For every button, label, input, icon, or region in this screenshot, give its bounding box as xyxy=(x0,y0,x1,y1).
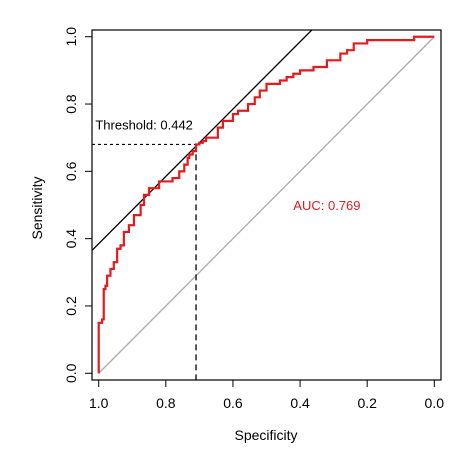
auc-label: AUC: 0.769 xyxy=(293,198,360,213)
y-tick-label-2: 0.4 xyxy=(63,229,79,249)
y-tick-label-5: 1.0 xyxy=(63,27,79,47)
y-tick-label-3: 0.6 xyxy=(63,161,79,181)
threshold-label: Threshold: 0.442 xyxy=(95,117,193,132)
x-tick-label-0: 1.0 xyxy=(89,395,109,411)
reference-diagonal-line xyxy=(98,36,435,374)
x-tick-label-4: 0.2 xyxy=(357,395,377,411)
plot-lines xyxy=(92,30,435,380)
x-axis-title: Specificity xyxy=(234,427,297,443)
x-tick-label-1: 0.8 xyxy=(156,395,176,411)
x-tick-label-2: 0.6 xyxy=(223,395,243,411)
y-axis-title: Sensitivity xyxy=(29,176,45,239)
x-tick-label-5: 0.0 xyxy=(425,395,445,411)
x-tick-label-3: 0.4 xyxy=(290,395,310,411)
roc-curve-series-0 xyxy=(97,35,435,374)
y-tick-label-4: 0.8 xyxy=(63,94,79,114)
y-tick-label-0: 0.0 xyxy=(63,363,79,383)
y-tick-label-1: 0.2 xyxy=(63,296,79,316)
plot-area: 1.0 0.8 0.6 0.4 0.2 0.0 0.0 0.2 0.4 0.6 0.8 1.0 xyxy=(63,27,444,411)
